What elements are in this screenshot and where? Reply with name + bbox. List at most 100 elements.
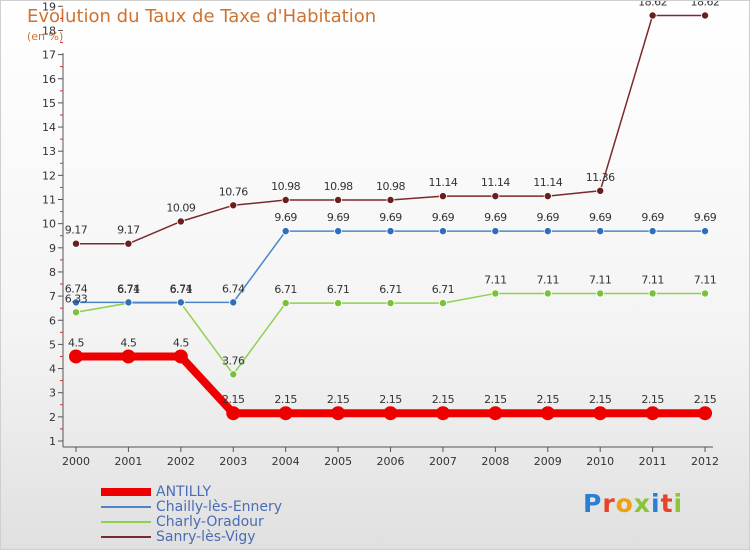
logo-letter: o: [615, 489, 634, 518]
data-point-charly: [281, 299, 290, 308]
data-point-antilly: [435, 406, 450, 421]
data-label-sanry: 11.36: [586, 171, 615, 184]
data-label-antilly: 2.15: [379, 393, 402, 406]
logo-letter: r: [602, 489, 616, 518]
y-tick-label: 6: [49, 314, 56, 327]
legend-label-charly: Charly-Oradour: [156, 514, 264, 530]
data-point-chailly: [386, 227, 395, 236]
data-point-charly: [596, 289, 605, 298]
data-point-antilly: [540, 406, 555, 421]
data-label-antilly: 4.5: [68, 336, 84, 349]
data-point-chailly: [176, 298, 185, 307]
data-label-sanry: 18.62: [691, 1, 720, 8]
data-point-charly: [491, 289, 500, 298]
data-point-charly: [334, 299, 343, 308]
data-label-chailly: 9.69: [537, 211, 560, 224]
data-point-chailly: [543, 227, 552, 236]
data-point-antilly: [383, 406, 398, 421]
legend-swatch-antilly: [101, 488, 151, 496]
data-label-charly: 7.11: [589, 273, 612, 286]
chart-subtitle: (en %): [27, 30, 64, 43]
x-tick-label: 2007: [429, 455, 457, 468]
logo-letter: i: [673, 489, 684, 518]
data-point-sanry: [281, 195, 290, 204]
data-label-charly: 6.71: [327, 283, 350, 296]
x-tick-label: 2010: [586, 455, 614, 468]
y-tick-label: 13: [42, 145, 56, 158]
x-tick-label: 2004: [272, 455, 300, 468]
data-label-charly: 7.11: [484, 273, 507, 286]
data-point-chailly: [438, 227, 447, 236]
data-label-chailly: 9.69: [484, 211, 507, 224]
data-label-chailly: 9.69: [694, 211, 717, 224]
data-label-chailly: 9.69: [274, 211, 297, 224]
data-label-sanry: 10.76: [219, 185, 248, 198]
data-point-antilly: [593, 406, 608, 421]
data-label-antilly: 2.15: [694, 393, 717, 406]
legend-label-sanry: Sanry-lès-Vigy: [156, 529, 256, 545]
data-label-sanry: 10.98: [376, 180, 405, 193]
data-point-sanry: [124, 239, 133, 248]
data-point-chailly: [281, 227, 290, 236]
legend-swatch-chailly: [101, 506, 151, 508]
legend-swatch-charly: [101, 521, 151, 523]
y-tick-label: 9: [49, 242, 56, 255]
x-tick-label: 2012: [691, 455, 719, 468]
data-label-chailly: 6.74: [222, 282, 245, 295]
data-label-chailly: 6.74: [117, 282, 140, 295]
data-label-antilly: 4.5: [120, 336, 136, 349]
data-label-charly: 6.71: [117, 283, 140, 296]
logo-letter: P: [583, 489, 603, 518]
x-tick-label: 2000: [62, 455, 90, 468]
logo-letter: x: [633, 489, 651, 518]
y-tick-label: 11: [42, 194, 56, 207]
data-point-charly: [648, 289, 657, 298]
legend-label-antilly: ANTILLY: [156, 484, 212, 500]
x-tick-label: 2006: [377, 455, 405, 468]
y-tick-label: 7: [49, 290, 56, 303]
data-point-antilly: [121, 349, 136, 364]
data-point-antilly: [331, 406, 346, 421]
data-point-chailly: [701, 227, 710, 236]
data-label-antilly: 4.5: [173, 336, 189, 349]
data-label-sanry: 11.14: [481, 176, 510, 189]
data-point-sanry: [386, 195, 395, 204]
data-point-sanry: [701, 11, 710, 20]
y-tick-label: 17: [42, 49, 56, 62]
data-point-charly: [543, 289, 552, 298]
x-tick-label: 2003: [219, 455, 247, 468]
y-tick-label: 19: [42, 1, 56, 13]
data-point-sanry: [543, 192, 552, 201]
data-point-charly: [438, 299, 447, 308]
data-point-chailly: [229, 298, 238, 307]
y-tick-label: 5: [49, 338, 56, 351]
data-label-chailly: 9.69: [589, 211, 612, 224]
data-label-charly: 6.71: [432, 283, 455, 296]
data-point-chailly: [334, 227, 343, 236]
y-tick-label: 15: [42, 97, 56, 110]
data-label-sanry: 11.14: [428, 176, 457, 189]
y-tick-label: 2: [49, 411, 56, 424]
data-point-sanry: [334, 195, 343, 204]
x-tick-label: 2011: [639, 455, 667, 468]
data-label-chailly: 6.74: [170, 282, 193, 295]
data-point-chailly: [491, 227, 500, 236]
data-label-chailly: 9.69: [327, 211, 350, 224]
data-point-sanry: [648, 11, 657, 20]
y-tick-label: 1: [49, 435, 56, 448]
logo-letter: i: [651, 489, 661, 518]
data-label-charly: 3.76: [222, 354, 245, 367]
data-label-charly: 6.33: [65, 292, 88, 305]
data-label-sanry: 11.14: [533, 176, 562, 189]
data-point-chailly: [72, 298, 81, 307]
x-tick-label: 2005: [324, 455, 352, 468]
x-tick-label: 2009: [534, 455, 562, 468]
data-label-antilly: 2.15: [537, 393, 560, 406]
data-label-antilly: 2.15: [222, 393, 245, 406]
data-point-antilly: [278, 406, 293, 421]
data-point-chailly: [648, 227, 657, 236]
data-point-chailly: [124, 298, 133, 307]
data-label-antilly: 2.15: [589, 393, 612, 406]
data-point-sanry: [72, 239, 81, 248]
y-tick-label: 12: [42, 169, 56, 182]
